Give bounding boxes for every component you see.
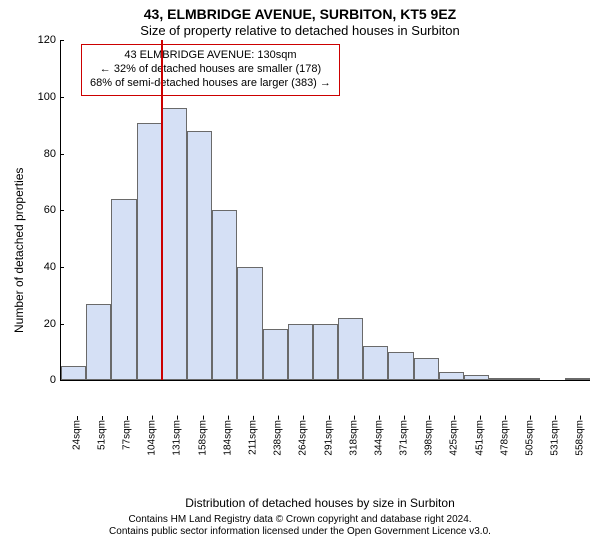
x-tick: 398sqm (424, 420, 435, 456)
x-tick: 451sqm (474, 420, 485, 456)
footer: Contains HM Land Registry data © Crown c… (10, 514, 590, 538)
histogram-bar (489, 378, 514, 381)
x-tick: 264sqm (298, 420, 309, 456)
histogram-bar (338, 318, 363, 380)
footer-line2: Contains public sector information licen… (10, 526, 590, 538)
x-tick: 505sqm (525, 420, 536, 456)
histogram-bar (61, 366, 86, 380)
histogram-bar (237, 267, 262, 380)
annotation-box: 43 ELMBRIDGE AVENUE: 130sqm ← 32% of det… (81, 44, 340, 95)
x-tick: 211sqm (247, 420, 258, 455)
histogram-bar (414, 358, 439, 381)
histogram-bar (439, 372, 464, 381)
y-tick: 20 (44, 318, 60, 330)
page: 43, ELMBRIDGE AVENUE, SURBITON, KT5 9EZ … (0, 0, 600, 500)
footer-line1: Contains HM Land Registry data © Crown c… (10, 514, 590, 526)
x-tick: 51sqm (96, 420, 107, 450)
histogram-bar (263, 329, 288, 380)
annotation-line3: 68% of semi-detached houses are larger (… (90, 77, 331, 91)
histogram-bar (388, 352, 413, 380)
y-tick: 60 (44, 204, 60, 216)
annotation-line1: 43 ELMBRIDGE AVENUE: 130sqm (90, 49, 331, 63)
reference-line (161, 40, 163, 380)
histogram-bar (288, 324, 313, 381)
x-tick: 238sqm (273, 420, 284, 456)
x-tick: 158sqm (197, 420, 208, 456)
y-axis-label: Number of detached properties (10, 40, 28, 420)
x-tick: 371sqm (399, 420, 410, 456)
histogram-bar (464, 375, 489, 381)
histogram-bar (111, 199, 136, 380)
x-tick: 77sqm (121, 420, 132, 450)
x-tick: 425sqm (449, 420, 460, 456)
x-tick: 318sqm (348, 420, 359, 456)
histogram-bar (514, 378, 539, 381)
x-tick: 24sqm (71, 420, 82, 450)
histogram-bar (565, 378, 590, 381)
x-axis: 24sqm 51sqm 77sqm 104sqm 131sqm 158sqm 184sqm 2… (64, 420, 590, 460)
x-axis-label: Distribution of detached houses by size … (50, 496, 590, 510)
y-tick: 120 (38, 34, 60, 46)
y-axis: 020406080100120 (28, 40, 60, 380)
x-tick: 531sqm (550, 420, 561, 456)
histogram-bar (313, 324, 338, 381)
x-tick: 291sqm (323, 420, 334, 456)
histogram-bar (137, 123, 162, 381)
x-tick: 131sqm (172, 420, 183, 456)
y-tick: 40 (44, 261, 60, 273)
chart-area: Number of detached properties 0 20 40 60 80 1… (10, 40, 590, 420)
chart-subtitle: Size of property relative to detached ho… (10, 23, 590, 39)
x-tick: 478sqm (499, 420, 510, 456)
x-tick: 104sqm (147, 420, 158, 456)
plot-region: 43 ELMBRIDGE AVENUE: 130sqm ← 32% of det… (60, 40, 590, 381)
y-tick: 100 (38, 91, 60, 103)
chart-title: 43, ELMBRIDGE AVENUE, SURBITON, KT5 9EZ (10, 6, 590, 23)
x-tick: 184sqm (222, 420, 233, 456)
histogram-bar (162, 108, 187, 380)
x-tick: 558sqm (575, 420, 586, 456)
x-tick: 344sqm (373, 420, 384, 456)
histogram-bar (86, 304, 111, 381)
y-tick: 0 (50, 374, 60, 386)
histogram-bar (212, 210, 237, 380)
annotation-line2: ← 32% of detached houses are smaller (17… (90, 63, 331, 77)
y-tick: 80 (44, 148, 60, 160)
histogram-bar (187, 131, 212, 380)
histogram-bar (363, 346, 388, 380)
